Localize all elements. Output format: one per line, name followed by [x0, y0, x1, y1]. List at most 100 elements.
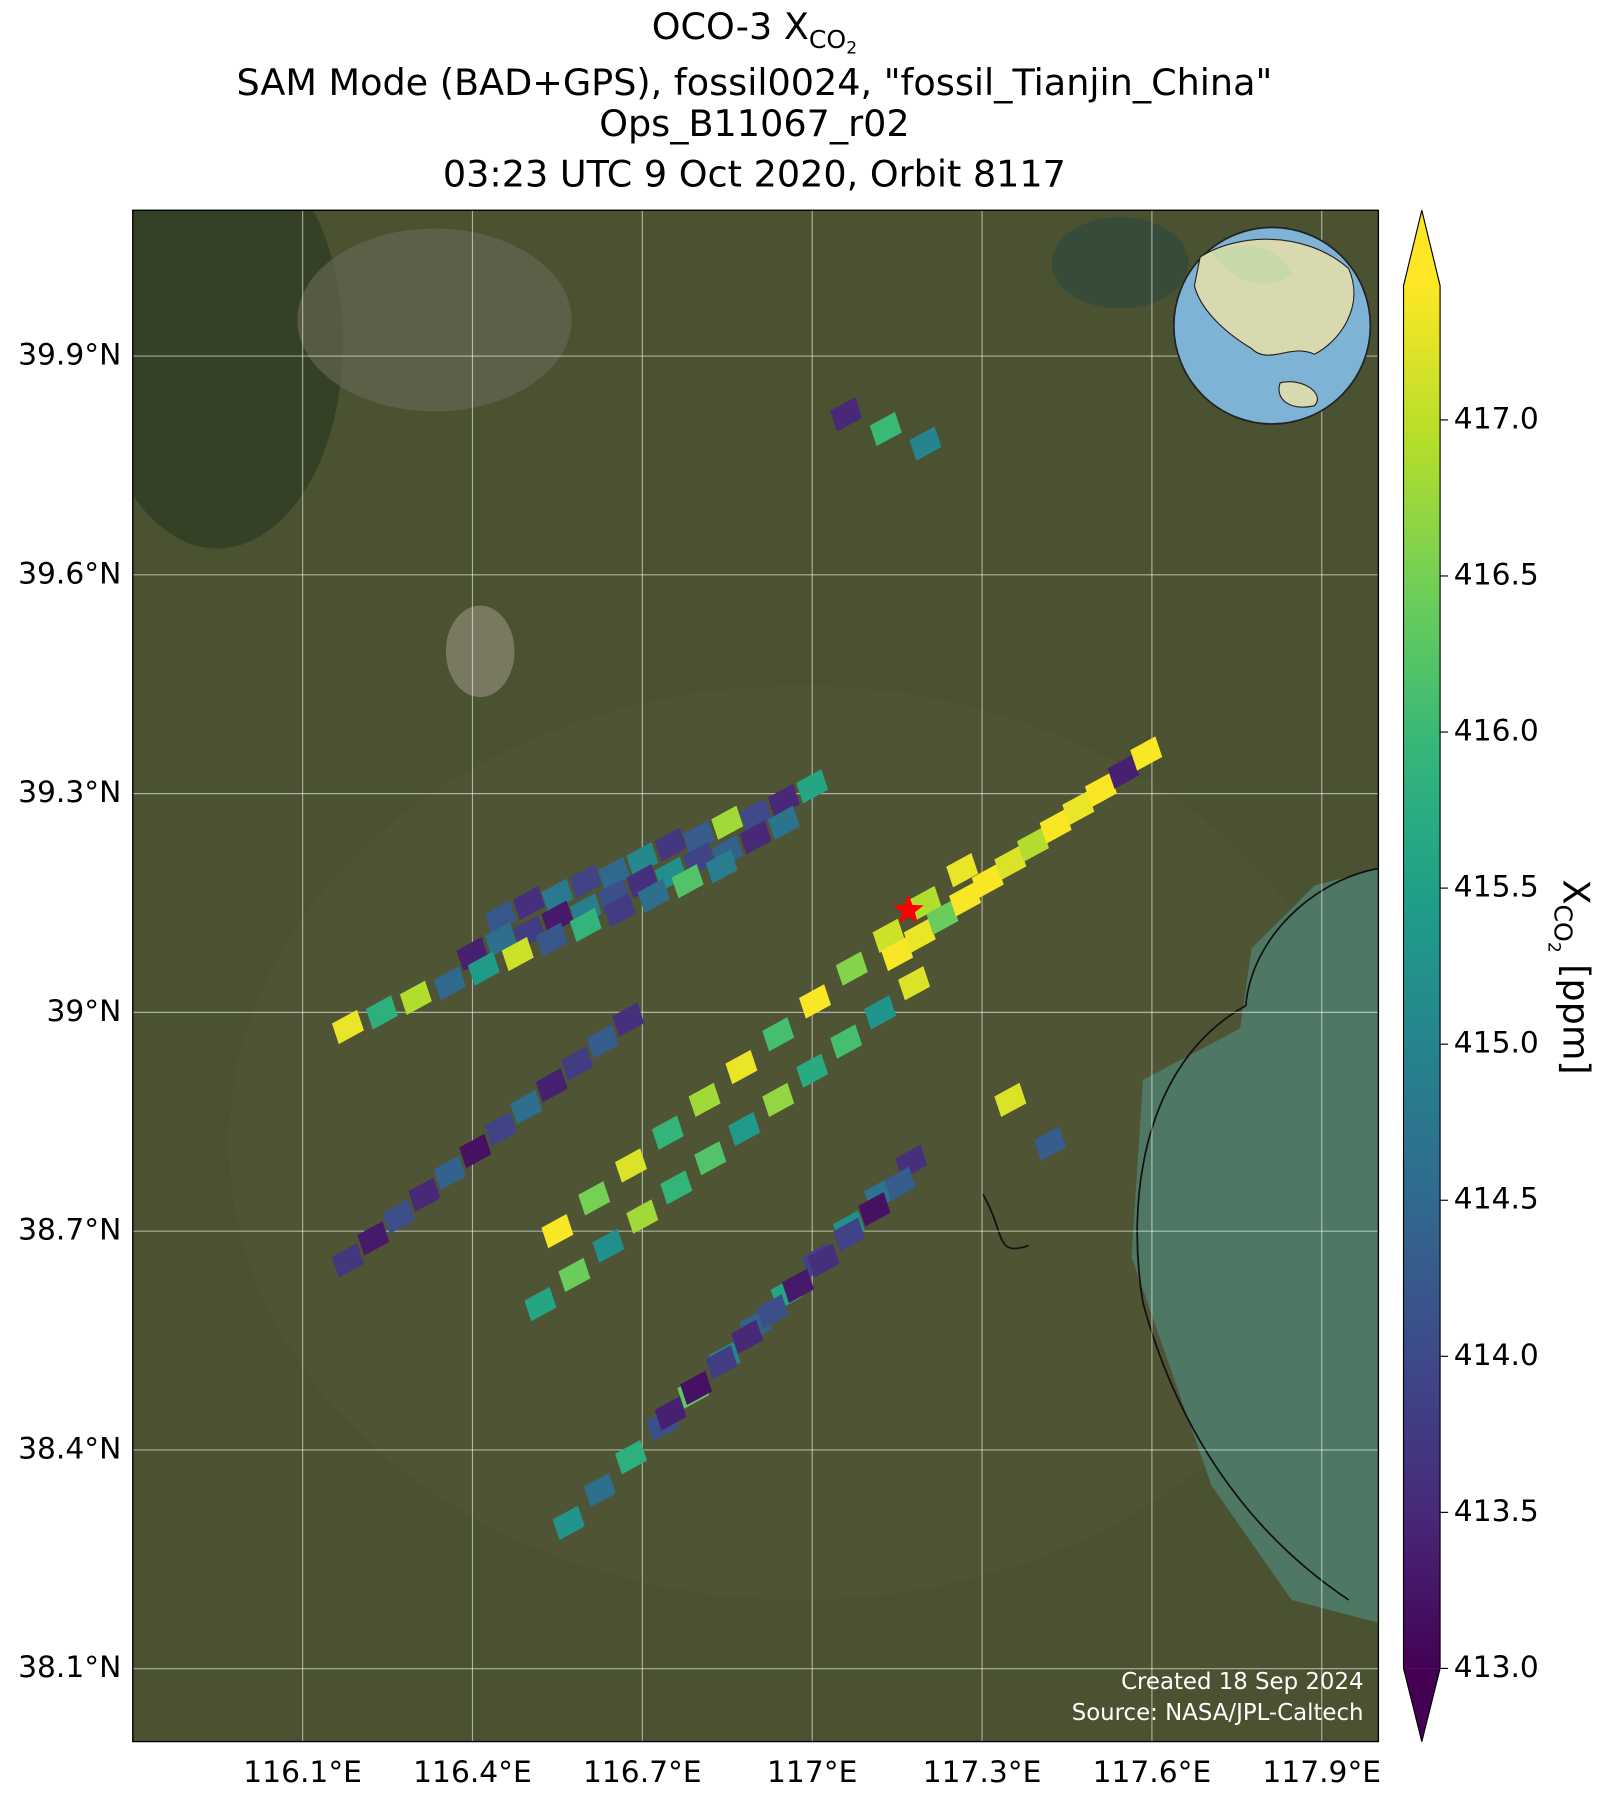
footprint [535, 922, 568, 957]
footprint [994, 845, 1027, 881]
subtitle: 03:23 UTC 9 Oct 2020, Orbit 8117 [443, 152, 1066, 195]
colorbar-tick-label: 416.5 [1454, 557, 1539, 592]
y-tick-label: 39.3°N [18, 775, 121, 810]
footprint [433, 1155, 466, 1190]
footprint [1107, 754, 1140, 789]
footprint [569, 863, 602, 899]
colorbar-unit: [ppm] [1555, 964, 1598, 1075]
footprint [651, 1115, 684, 1150]
footprint [671, 863, 704, 899]
footprint [898, 966, 931, 1001]
title-species: X [784, 5, 809, 48]
colorbar-tick-label: 413.5 [1454, 1494, 1539, 1529]
footprint [484, 1111, 517, 1147]
footprint [835, 951, 868, 986]
title-species-subsub: 2 [846, 39, 857, 59]
title-prefix: OCO-3 [652, 5, 784, 48]
footprint [756, 1294, 789, 1329]
soundings [331, 397, 1163, 1540]
colorbar-tick-label: 417.0 [1454, 401, 1539, 436]
footprint [762, 1082, 795, 1118]
footprint [578, 1181, 611, 1216]
footprint [1033, 1126, 1066, 1161]
x-tick-label: 117.3°E [923, 1755, 1042, 1790]
target-marker [893, 894, 924, 924]
footprint [799, 984, 832, 1019]
credit: Created 18 Sep 2024 [1121, 1669, 1363, 1695]
y-tick-label: 38.7°N [18, 1213, 121, 1248]
footprint [767, 783, 800, 819]
footprint [541, 900, 574, 935]
basemap [132, 210, 1379, 1742]
footprint [654, 1396, 687, 1431]
footprint [858, 1192, 891, 1227]
footprint [598, 878, 631, 913]
colorbar: 413.0 413.5 414.0 414.5 415.0 415.5 416.0 416.5… [1402, 210, 1539, 1742]
footprint [459, 1133, 492, 1169]
footprint [612, 1002, 645, 1037]
footprint [872, 918, 905, 953]
footprint [739, 798, 772, 833]
footprint [796, 1053, 829, 1088]
colorbar-tick-label: 413.0 [1454, 1650, 1539, 1685]
colorbar-outline [1402, 210, 1441, 1742]
colorbar-species-subsub: 2 [1544, 942, 1564, 953]
footprint [586, 1024, 619, 1059]
footprint [524, 1286, 557, 1322]
map-frame [132, 209, 1380, 1743]
y-tick-label: 39°N [46, 994, 121, 1029]
colorbar-species: X [1555, 879, 1598, 904]
footprint [830, 1024, 863, 1059]
footprint [558, 1257, 591, 1293]
y-tick-label: 38.1°N [18, 1650, 121, 1685]
footprint [731, 1319, 764, 1355]
footprint [782, 1268, 815, 1303]
footprint [660, 1170, 693, 1205]
x-tick-label: 117°E [767, 1755, 857, 1790]
footprint [552, 1505, 585, 1540]
footprint [807, 1243, 840, 1278]
footprint [1084, 772, 1117, 808]
footprint [484, 922, 517, 957]
footprint [357, 1221, 390, 1256]
footprint [541, 1213, 574, 1249]
footprint [541, 878, 574, 913]
footprint [510, 1090, 543, 1125]
footprint [680, 1370, 713, 1406]
footprint [467, 951, 500, 986]
footprint [869, 411, 902, 447]
footprint [1017, 827, 1050, 862]
subtitle: Ops_B11067_r02 [599, 102, 909, 145]
colorbar-species-sub: CO [1548, 904, 1577, 941]
title: OCO-3 XCO2 [652, 5, 857, 59]
footprint [903, 918, 936, 953]
footprint [796, 769, 829, 804]
footprint [626, 842, 659, 877]
credit: Source: NASA/JPL-Caltech [1072, 1700, 1364, 1726]
x-tick-label: 116.1°E [243, 1755, 362, 1790]
colorbar-tick-label: 415.5 [1454, 870, 1539, 905]
title-species-sub: CO [809, 25, 846, 54]
footprint [883, 1166, 916, 1201]
footprint [711, 805, 744, 840]
footprint [949, 882, 982, 917]
footprint [535, 1068, 568, 1103]
footprint [725, 1049, 758, 1085]
footprint [909, 426, 942, 461]
footprint [365, 995, 398, 1030]
subtitle: SAM Mode (BAD+GPS), fossil0024, "fossil_… [237, 61, 1273, 104]
footprint [331, 1009, 364, 1045]
colorbar-tick-label: 415.0 [1454, 1026, 1539, 1061]
grid [132, 210, 1379, 1742]
colorbar-extend-min [1403, 1668, 1441, 1742]
footprint [637, 878, 670, 913]
x-tick-label: 117.9°E [1262, 1755, 1381, 1790]
footprint [399, 980, 432, 1015]
footprint [456, 936, 489, 972]
footprint [909, 885, 942, 921]
footprint [705, 849, 738, 884]
footprint [688, 1082, 721, 1118]
footprint [694, 1141, 727, 1176]
footprint [598, 856, 631, 891]
